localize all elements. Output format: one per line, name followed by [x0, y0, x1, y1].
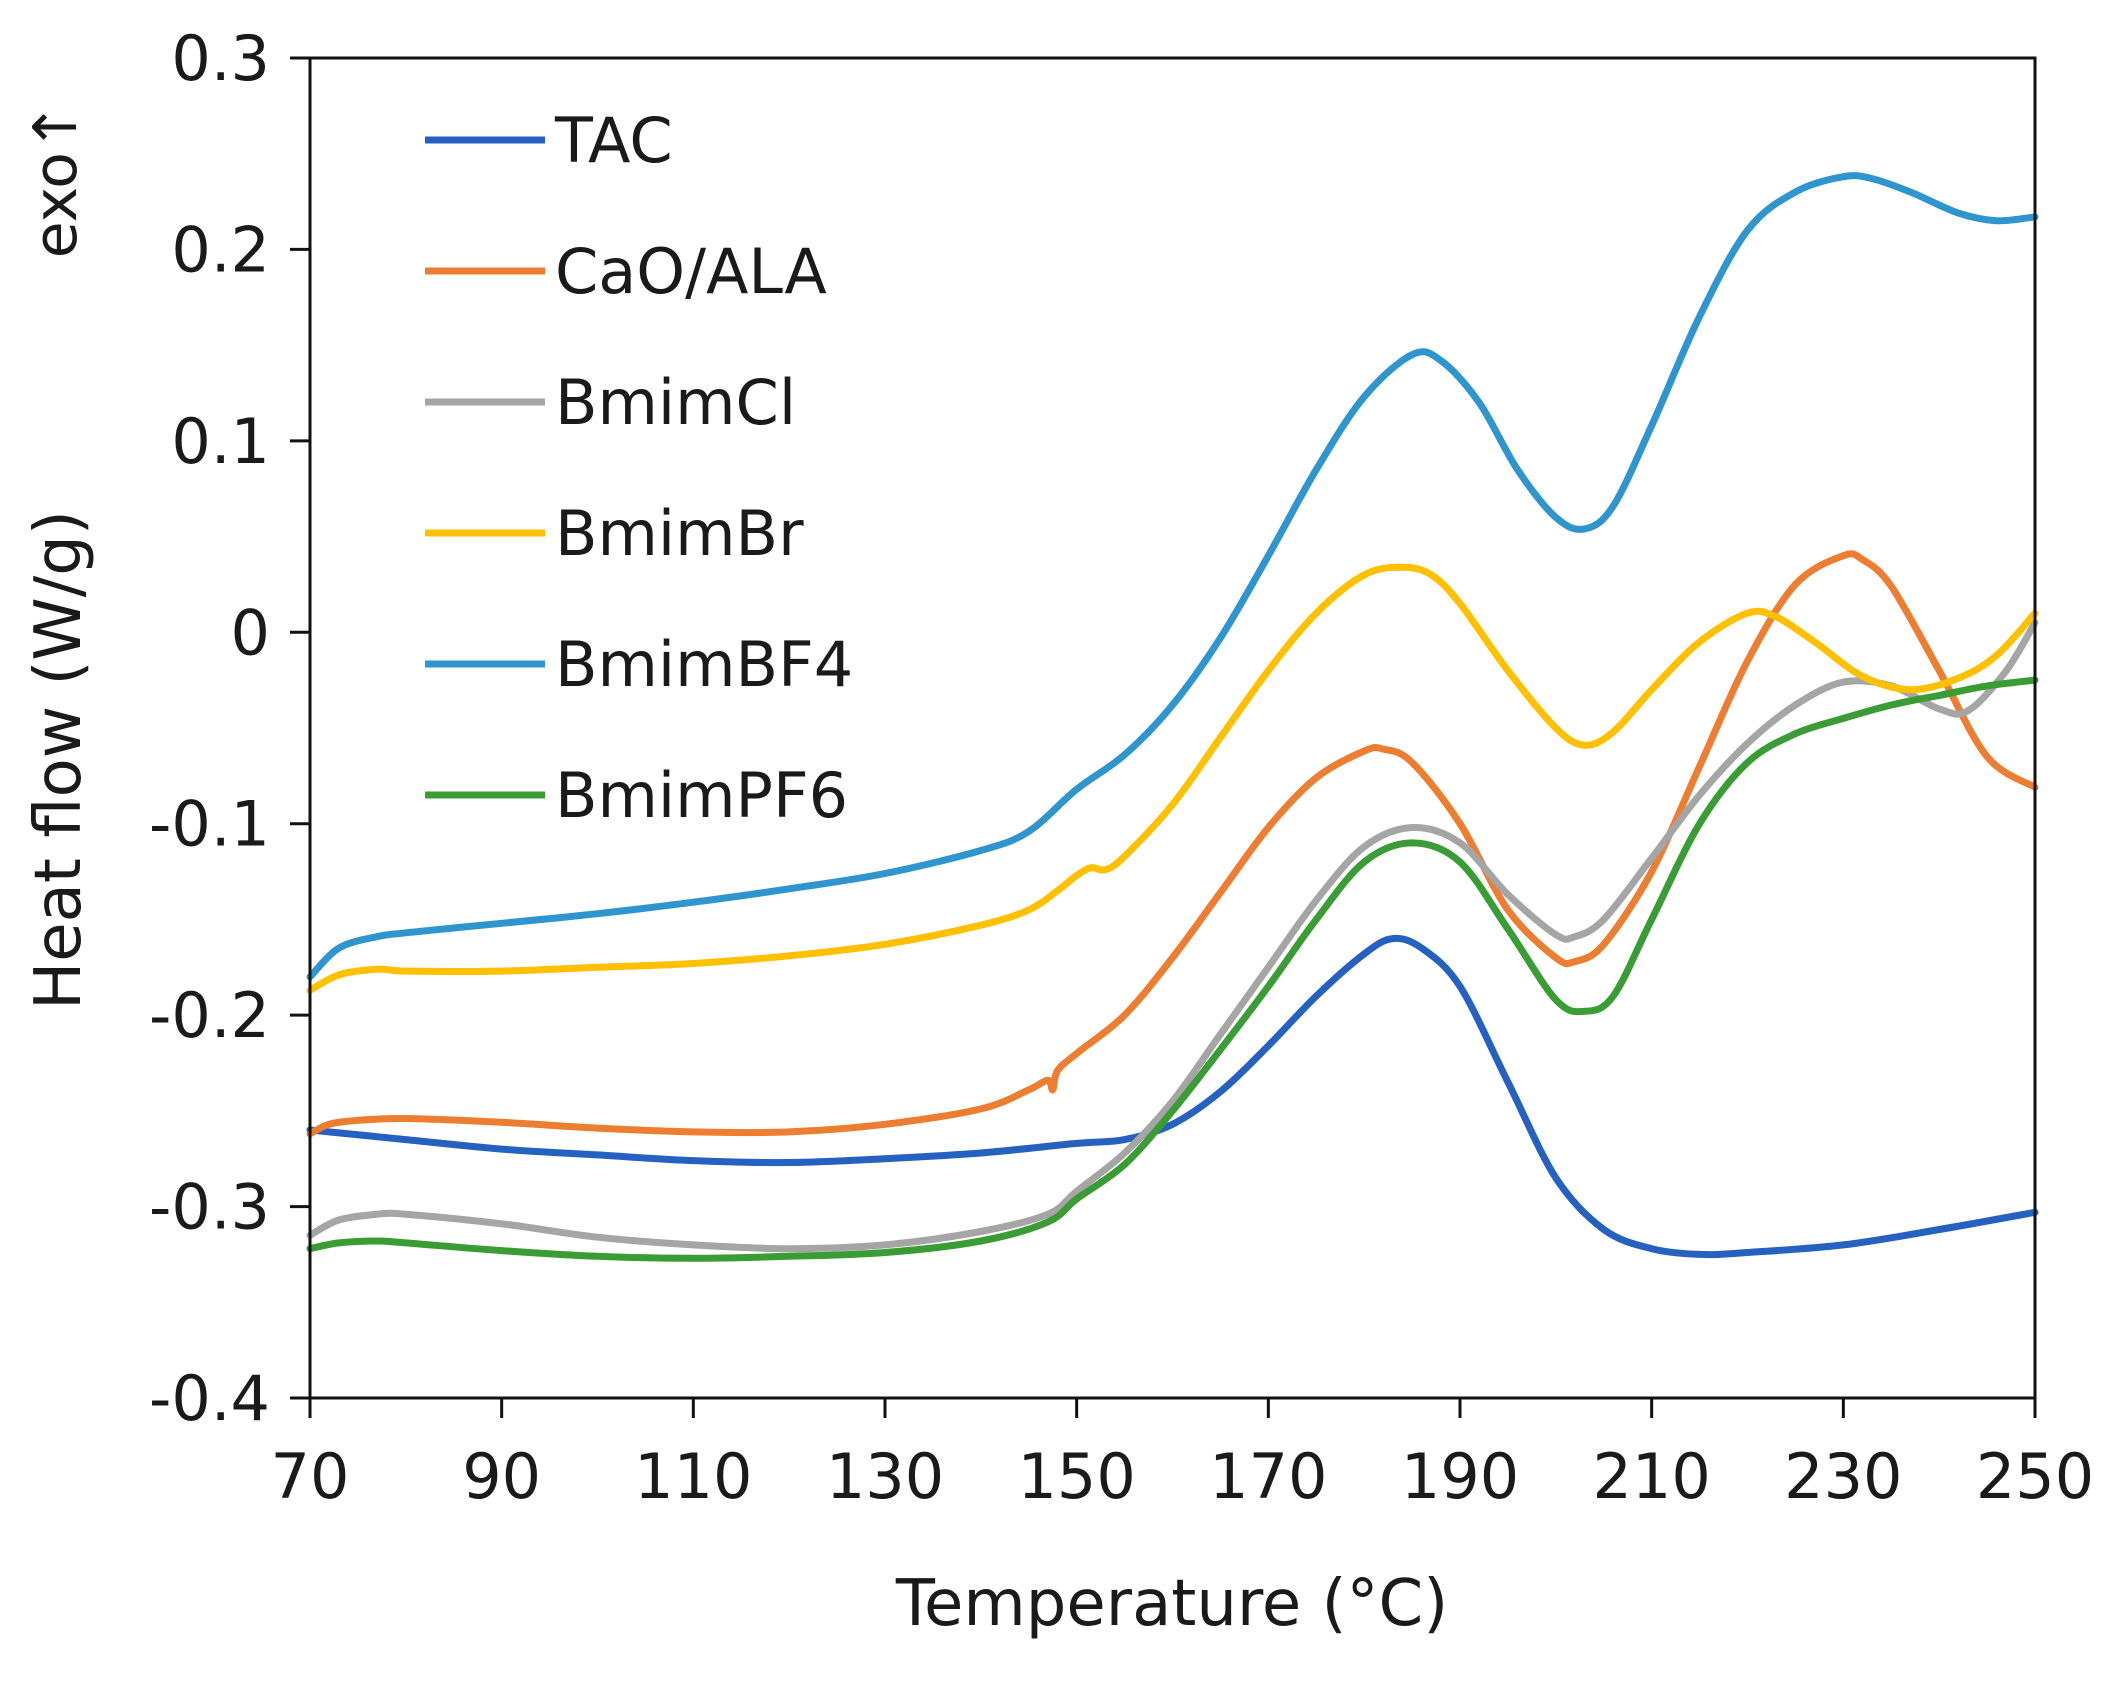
y-axis-ticks: 0.3 0.2 0.1 0 -0.1 -0.2 -0.3 -0.4: [149, 22, 310, 1435]
legend-label-bmimbr: BmimBr: [555, 497, 804, 570]
y-tick-label: -0.1: [149, 788, 270, 861]
y-tick-label: -0.4: [149, 1362, 270, 1435]
x-axis-title: Temperature (°C): [895, 1567, 1448, 1641]
x-tick-label: 170: [1209, 1440, 1327, 1513]
plot-area-frame: [308, 56, 2037, 1400]
legend-label-cao-ala: CaO/ALA: [555, 235, 827, 308]
y-tick-label: -0.3: [149, 1171, 270, 1244]
y-tick-label: -0.2: [149, 979, 270, 1052]
x-tick-label: 190: [1401, 1440, 1519, 1513]
legend-label-tac: TAC: [554, 104, 673, 177]
series-line-tac: [306, 934, 2039, 1259]
series-layer: [306, 172, 2039, 1262]
legend-label-bmimcl: BmimCl: [555, 366, 796, 439]
x-axis-ticks: 70 90 110 130 150 170 190 210 230 250: [271, 1398, 2094, 1513]
x-tick-label: 210: [1592, 1440, 1710, 1513]
x-tick-label: 230: [1784, 1440, 1902, 1513]
series-line-bmimcl: [306, 619, 2039, 1253]
exo-direction-label: exo↑: [21, 102, 91, 259]
x-tick-label: 130: [826, 1440, 944, 1513]
x-tick-label: 150: [1017, 1440, 1135, 1513]
y-tick-label: 0: [231, 596, 270, 669]
legend: TAC CaO/ALA BmimCl BmimBr BmimBF4 BmimPF6: [425, 104, 853, 832]
series-line-cao-ala: [306, 550, 2039, 1138]
series-line-bmimbf4: [306, 172, 2039, 981]
series-line-bmimpf6: [306, 676, 2039, 1262]
y-tick-label: 0.1: [171, 405, 270, 478]
series-line-bmimbr: [306, 563, 2039, 994]
x-tick-label: 250: [1976, 1440, 2094, 1513]
x-tick-label: 90: [462, 1440, 541, 1513]
x-tick-label: 110: [634, 1440, 752, 1513]
y-tick-label: 0.2: [171, 213, 270, 286]
y-axis-title: Heat flow (W/g): [22, 510, 96, 1010]
x-tick-label: 70: [271, 1440, 350, 1513]
y-tick-label: 0.3: [171, 22, 270, 95]
legend-label-bmimpf6: BmimPF6: [555, 759, 848, 832]
legend-label-bmimbf4: BmimBF4: [555, 628, 853, 701]
